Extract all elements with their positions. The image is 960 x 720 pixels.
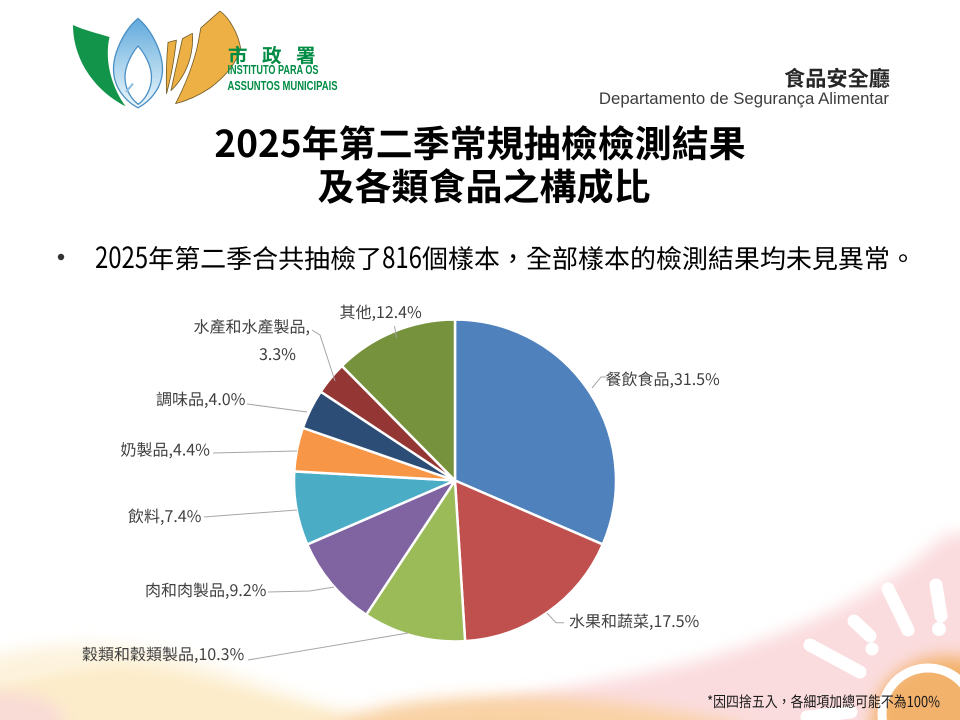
svg-text:ASSUNTOS MUNICIPAIS: ASSUNTOS MUNICIPAIS — [228, 78, 338, 93]
svg-text:INSTITUTO PARA OS: INSTITUTO PARA OS — [228, 62, 319, 77]
svg-text:Departamento de Segurança Alim: Departamento de Segurança Alimentar — [599, 89, 890, 108]
